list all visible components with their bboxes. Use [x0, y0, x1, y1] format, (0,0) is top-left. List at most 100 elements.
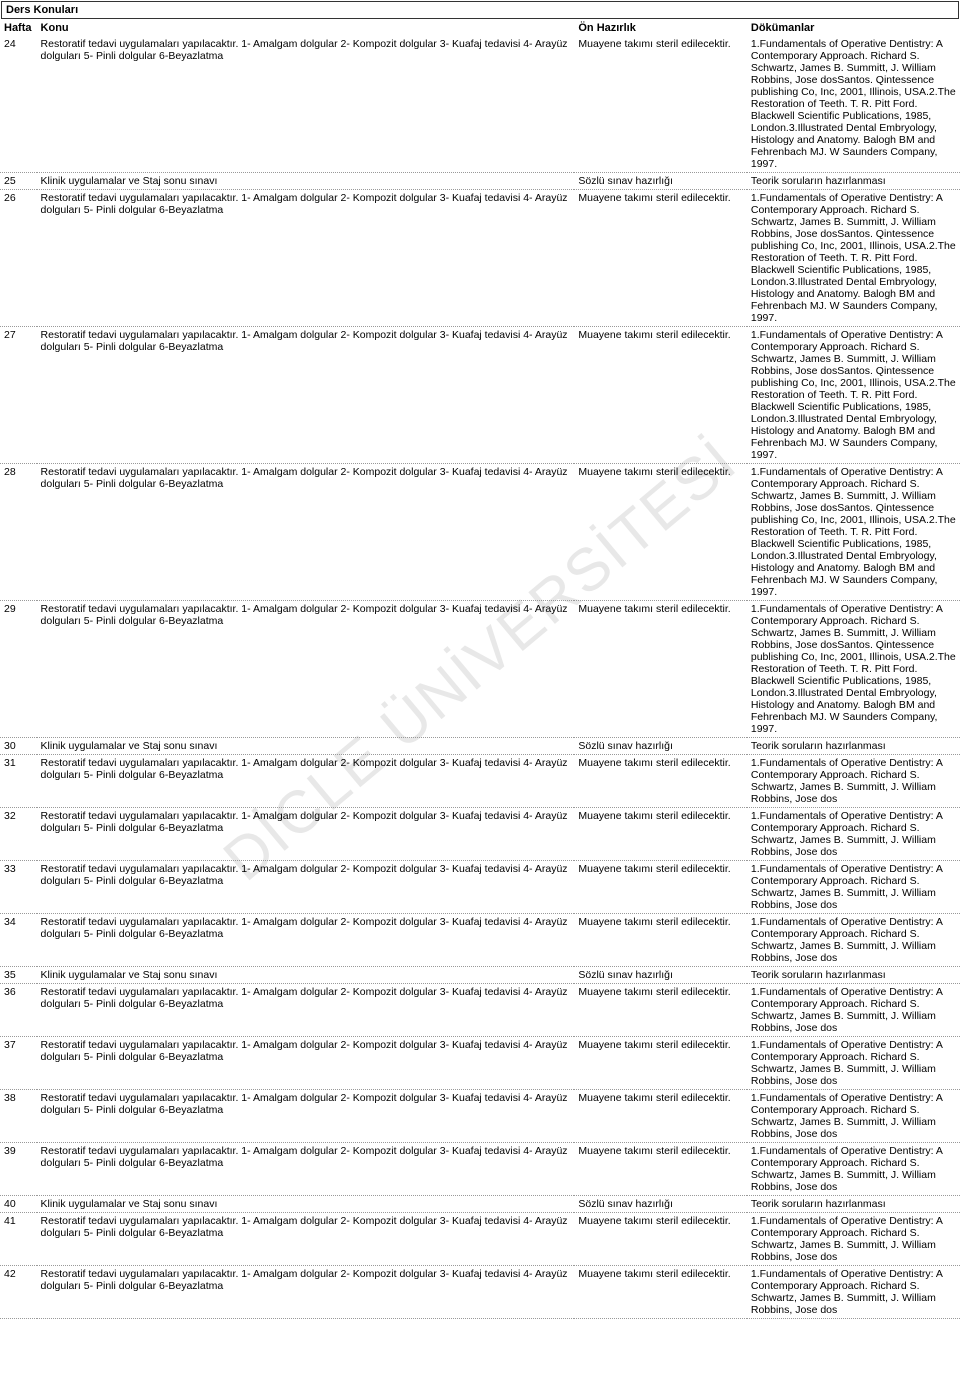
cell-docs: 1.Fundamentals of Operative Dentistry: A… — [747, 984, 960, 1037]
cell-topic: Klinik uygulamalar ve Staj sonu sınavı — [37, 738, 575, 755]
table-row: 33Restoratif tedavi uygulamaları yapılac… — [0, 861, 960, 914]
cell-week: 32 — [0, 808, 37, 861]
page-content: Ders Konuları Hafta Konu Ön Hazırlık Dök… — [0, 1, 960, 1319]
table-row: 36Restoratif tedavi uygulamaları yapılac… — [0, 984, 960, 1037]
cell-prep: Muayene takımı steril edilecektir. — [574, 914, 747, 967]
cell-topic: Restoratif tedavi uygulamaları yapılacak… — [37, 755, 575, 808]
cell-docs: 1.Fundamentals of Operative Dentistry: A… — [747, 861, 960, 914]
cell-prep: Muayene takımı steril edilecektir. — [574, 1143, 747, 1196]
cell-docs: Teorik soruların hazırlanması — [747, 967, 960, 984]
cell-topic: Restoratif tedavi uygulamaları yapılacak… — [37, 36, 575, 173]
cell-prep: Muayene takımı steril edilecektir. — [574, 36, 747, 173]
cell-docs: 1.Fundamentals of Operative Dentistry: A… — [747, 190, 960, 327]
cell-topic: Restoratif tedavi uygulamaları yapılacak… — [37, 1090, 575, 1143]
cell-week: 35 — [0, 967, 37, 984]
section-title: Ders Konuları — [1, 1, 959, 19]
cell-docs: 1.Fundamentals of Operative Dentistry: A… — [747, 1213, 960, 1266]
cell-prep: Muayene takımı steril edilecektir. — [574, 755, 747, 808]
table-row: 42Restoratif tedavi uygulamaları yapılac… — [0, 1266, 960, 1319]
cell-week: 37 — [0, 1037, 37, 1090]
cell-week: 30 — [0, 738, 37, 755]
cell-topic: Klinik uygulamalar ve Staj sonu sınavı — [37, 173, 575, 190]
cell-topic: Restoratif tedavi uygulamaları yapılacak… — [37, 984, 575, 1037]
cell-prep: Muayene takımı steril edilecektir. — [574, 190, 747, 327]
cell-topic: Restoratif tedavi uygulamaları yapılacak… — [37, 914, 575, 967]
cell-week: 34 — [0, 914, 37, 967]
cell-week: 33 — [0, 861, 37, 914]
table-row: 26Restoratif tedavi uygulamaları yapılac… — [0, 190, 960, 327]
cell-docs: 1.Fundamentals of Operative Dentistry: A… — [747, 808, 960, 861]
cell-week: 24 — [0, 36, 37, 173]
cell-week: 25 — [0, 173, 37, 190]
header-prep: Ön Hazırlık — [574, 20, 747, 36]
table-row: 27Restoratif tedavi uygulamaları yapılac… — [0, 327, 960, 464]
cell-prep: Sözlü sınav hazırlığı — [574, 173, 747, 190]
cell-topic: Restoratif tedavi uygulamaları yapılacak… — [37, 327, 575, 464]
cell-topic: Klinik uygulamalar ve Staj sonu sınavı — [37, 1196, 575, 1213]
cell-week: 40 — [0, 1196, 37, 1213]
table-row: 24Restoratif tedavi uygulamaları yapılac… — [0, 36, 960, 173]
cell-topic: Restoratif tedavi uygulamaları yapılacak… — [37, 601, 575, 738]
cell-topic: Restoratif tedavi uygulamaları yapılacak… — [37, 1143, 575, 1196]
cell-topic: Klinik uygulamalar ve Staj sonu sınavı — [37, 967, 575, 984]
cell-topic: Restoratif tedavi uygulamaları yapılacak… — [37, 464, 575, 601]
cell-week: 36 — [0, 984, 37, 1037]
cell-prep: Sözlü sınav hazırlığı — [574, 967, 747, 984]
cell-week: 38 — [0, 1090, 37, 1143]
cell-prep: Sözlü sınav hazırlığı — [574, 1196, 747, 1213]
cell-week: 42 — [0, 1266, 37, 1319]
cell-docs: 1.Fundamentals of Operative Dentistry: A… — [747, 914, 960, 967]
cell-docs: 1.Fundamentals of Operative Dentistry: A… — [747, 1037, 960, 1090]
cell-prep: Muayene takımı steril edilecektir. — [574, 327, 747, 464]
cell-prep: Muayene takımı steril edilecektir. — [574, 1090, 747, 1143]
cell-topic: Restoratif tedavi uygulamaları yapılacak… — [37, 1266, 575, 1319]
cell-week: 31 — [0, 755, 37, 808]
cell-docs: 1.Fundamentals of Operative Dentistry: A… — [747, 601, 960, 738]
cell-docs: 1.Fundamentals of Operative Dentistry: A… — [747, 36, 960, 173]
cell-week: 26 — [0, 190, 37, 327]
cell-prep: Muayene takımı steril edilecektir. — [574, 1037, 747, 1090]
cell-topic: Restoratif tedavi uygulamaları yapılacak… — [37, 861, 575, 914]
table-row: 40Klinik uygulamalar ve Staj sonu sınavı… — [0, 1196, 960, 1213]
table-row: 37Restoratif tedavi uygulamaları yapılac… — [0, 1037, 960, 1090]
cell-docs: 1.Fundamentals of Operative Dentistry: A… — [747, 1143, 960, 1196]
cell-docs: 1.Fundamentals of Operative Dentistry: A… — [747, 464, 960, 601]
cell-topic: Restoratif tedavi uygulamaları yapılacak… — [37, 1213, 575, 1266]
header-week: Hafta — [0, 20, 37, 36]
cell-prep: Muayene takımı steril edilecektir. — [574, 1213, 747, 1266]
cell-prep: Muayene takımı steril edilecektir. — [574, 1266, 747, 1319]
cell-topic: Restoratif tedavi uygulamaları yapılacak… — [37, 1037, 575, 1090]
table-row: 41Restoratif tedavi uygulamaları yapılac… — [0, 1213, 960, 1266]
cell-prep: Muayene takımı steril edilecektir. — [574, 984, 747, 1037]
table-header-row: Hafta Konu Ön Hazırlık Dökümanlar — [0, 20, 960, 36]
topics-table: Hafta Konu Ön Hazırlık Dökümanlar 24Rest… — [0, 20, 960, 1319]
header-topic: Konu — [37, 20, 575, 36]
cell-week: 29 — [0, 601, 37, 738]
cell-docs: 1.Fundamentals of Operative Dentistry: A… — [747, 1090, 960, 1143]
cell-week: 39 — [0, 1143, 37, 1196]
table-row: 39Restoratif tedavi uygulamaları yapılac… — [0, 1143, 960, 1196]
table-row: 30Klinik uygulamalar ve Staj sonu sınavı… — [0, 738, 960, 755]
header-docs: Dökümanlar — [747, 20, 960, 36]
cell-docs: Teorik soruların hazırlanması — [747, 173, 960, 190]
cell-docs: Teorik soruların hazırlanması — [747, 738, 960, 755]
table-row: 29Restoratif tedavi uygulamaları yapılac… — [0, 601, 960, 738]
cell-prep: Sözlü sınav hazırlığı — [574, 738, 747, 755]
table-row: 38Restoratif tedavi uygulamaları yapılac… — [0, 1090, 960, 1143]
table-row: 34Restoratif tedavi uygulamaları yapılac… — [0, 914, 960, 967]
table-row: 28Restoratif tedavi uygulamaları yapılac… — [0, 464, 960, 601]
cell-docs: Teorik soruların hazırlanması — [747, 1196, 960, 1213]
cell-prep: Muayene takımı steril edilecektir. — [574, 601, 747, 738]
table-row: 31Restoratif tedavi uygulamaları yapılac… — [0, 755, 960, 808]
cell-week: 41 — [0, 1213, 37, 1266]
cell-docs: 1.Fundamentals of Operative Dentistry: A… — [747, 327, 960, 464]
cell-docs: 1.Fundamentals of Operative Dentistry: A… — [747, 755, 960, 808]
cell-topic: Restoratif tedavi uygulamaları yapılacak… — [37, 190, 575, 327]
table-row: 25Klinik uygulamalar ve Staj sonu sınavı… — [0, 173, 960, 190]
cell-week: 27 — [0, 327, 37, 464]
cell-prep: Muayene takımı steril edilecektir. — [574, 464, 747, 601]
cell-docs: 1.Fundamentals of Operative Dentistry: A… — [747, 1266, 960, 1319]
cell-week: 28 — [0, 464, 37, 601]
table-row: 32Restoratif tedavi uygulamaları yapılac… — [0, 808, 960, 861]
cell-topic: Restoratif tedavi uygulamaları yapılacak… — [37, 808, 575, 861]
